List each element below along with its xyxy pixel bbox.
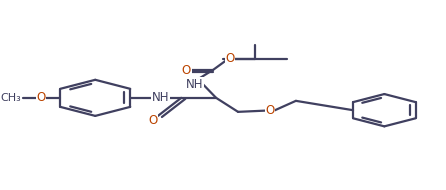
Text: O: O xyxy=(182,64,191,77)
Text: O: O xyxy=(226,52,235,66)
Text: NH: NH xyxy=(152,91,169,104)
Text: O: O xyxy=(37,91,46,104)
Text: O: O xyxy=(148,114,157,127)
Text: O: O xyxy=(265,104,274,117)
Text: CH₃: CH₃ xyxy=(0,93,21,103)
Text: NH: NH xyxy=(186,78,203,91)
